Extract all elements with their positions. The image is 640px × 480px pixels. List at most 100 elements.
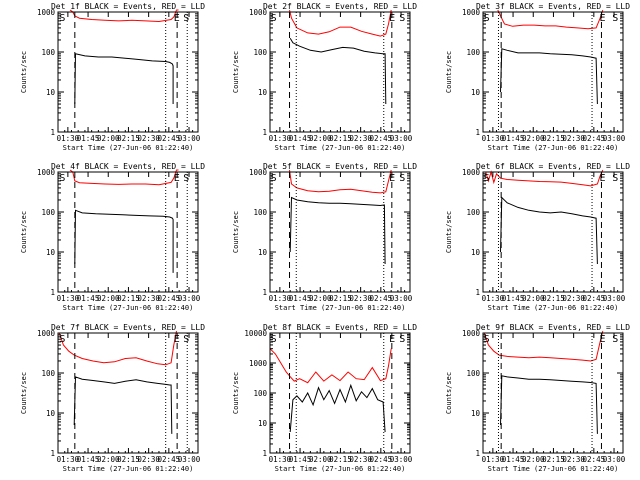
x-tick-label: 03:00 bbox=[178, 294, 201, 303]
start-marker-label: S bbox=[612, 13, 618, 24]
chart-title: Det 1f BLACK = Events, RED = LLD bbox=[51, 2, 205, 11]
y-tick-label: 100 bbox=[253, 208, 267, 217]
events-series-line bbox=[289, 38, 387, 105]
end-marker-label: E bbox=[599, 13, 605, 24]
events-series-line bbox=[74, 53, 174, 105]
y-tick-label: 1000 bbox=[37, 329, 56, 338]
x-tick-label: 02:30 bbox=[349, 294, 372, 303]
start-marker-label: S bbox=[271, 334, 277, 345]
x-axis-label: Start Time (27-Jun-06 01:22:40) bbox=[63, 465, 194, 473]
x-tick-label: 03:00 bbox=[178, 134, 201, 143]
x-tick-label: 02:45 bbox=[370, 294, 393, 303]
plot-frame bbox=[482, 171, 624, 293]
x-axis-label: Start Time (27-Jun-06 01:22:40) bbox=[488, 144, 619, 152]
x-tick-label: 01:45 bbox=[502, 455, 525, 464]
x-tick-label: 02:00 bbox=[97, 294, 120, 303]
lld-series-line bbox=[485, 169, 604, 187]
y-tick-label: 10 bbox=[46, 409, 56, 418]
x-tick-label: 02:00 bbox=[97, 134, 120, 143]
events-series-line bbox=[500, 375, 598, 434]
x-tick-label: 03:00 bbox=[390, 455, 413, 464]
x-tick-label: 02:15 bbox=[542, 455, 565, 464]
events-series-line bbox=[73, 376, 173, 434]
start-marker-label: S bbox=[612, 173, 618, 184]
chart-title: Det 4f BLACK = Events, RED = LLD bbox=[51, 162, 205, 171]
end-marker-label: E bbox=[389, 173, 395, 184]
x-tick-label: 02:45 bbox=[158, 134, 181, 143]
x-tick-label: 01:45 bbox=[289, 294, 312, 303]
start-marker-label: S bbox=[59, 334, 65, 345]
y-tick-label: 1 bbox=[475, 128, 480, 137]
y-tick-label: 10 bbox=[471, 248, 481, 257]
y-tick-label: 1 bbox=[262, 449, 267, 458]
chart-title: Det 7f BLACK = Events, RED = LLD bbox=[51, 323, 205, 332]
x-tick-label: 03:00 bbox=[390, 134, 413, 143]
x-axis-label: Start Time (27-Jun-06 01:22:40) bbox=[275, 304, 406, 312]
start-marker-label: S bbox=[271, 173, 277, 184]
events-series-line bbox=[500, 48, 598, 105]
x-tick-label: 01:45 bbox=[502, 134, 525, 143]
start-marker-label: S bbox=[399, 334, 405, 345]
y-tick-label: 10000 bbox=[244, 329, 267, 338]
end-marker-label: E bbox=[599, 173, 605, 184]
y-tick-label: 100 bbox=[41, 48, 55, 57]
x-tick-label: 01:30 bbox=[269, 134, 292, 143]
lld-series-line bbox=[269, 348, 392, 384]
plot-frame bbox=[269, 11, 411, 133]
y-tick-label: 1000 bbox=[37, 168, 56, 177]
x-tick-label: 02:45 bbox=[583, 134, 606, 143]
start-marker-label: S bbox=[271, 13, 277, 24]
y-tick-label: 1000 bbox=[249, 168, 268, 177]
chart-title: Det 3f BLACK = Events, RED = LLD bbox=[476, 2, 630, 11]
end-marker-label: E bbox=[174, 334, 180, 345]
x-tick-label: 01:45 bbox=[77, 294, 100, 303]
x-tick-label: 02:45 bbox=[158, 294, 181, 303]
y-axis-label: Counts/sec bbox=[445, 211, 453, 253]
events-series-line bbox=[74, 209, 174, 273]
x-tick-label: 02:00 bbox=[522, 455, 545, 464]
chart-title: Det 9f BLACK = Events, RED = LLD bbox=[476, 323, 630, 332]
events-series-line bbox=[289, 383, 386, 433]
y-tick-label: 10 bbox=[471, 88, 481, 97]
x-tick-label: 02:15 bbox=[542, 294, 565, 303]
y-tick-label: 10 bbox=[46, 88, 56, 97]
x-tick-label: 01:45 bbox=[289, 134, 312, 143]
y-axis-label: Counts/sec bbox=[232, 51, 240, 93]
lld-series-line bbox=[497, 9, 604, 30]
start-marker-label: S bbox=[484, 13, 490, 24]
y-tick-label: 10 bbox=[258, 88, 268, 97]
x-tick-label: 02:15 bbox=[329, 294, 352, 303]
x-tick-label: 02:30 bbox=[349, 134, 372, 143]
x-tick-label: 03:00 bbox=[603, 134, 626, 143]
start-marker-label: S bbox=[59, 13, 65, 24]
x-tick-label: 02:15 bbox=[329, 134, 352, 143]
y-axis-label: Counts/sec bbox=[232, 211, 240, 253]
x-tick-label: 01:30 bbox=[269, 294, 292, 303]
start-marker-label: S bbox=[484, 173, 490, 184]
plot-frame bbox=[482, 11, 624, 133]
x-axis-label: Start Time (27-Jun-06 01:22:40) bbox=[488, 304, 619, 312]
y-tick-label: 1 bbox=[262, 288, 267, 297]
y-tick-label: 1000 bbox=[462, 8, 481, 17]
x-tick-label: 01:30 bbox=[57, 455, 80, 464]
y-tick-label: 100 bbox=[466, 208, 480, 217]
lld-series-line bbox=[58, 330, 177, 366]
y-axis-label: Counts/sec bbox=[445, 372, 453, 414]
x-tick-label: 03:00 bbox=[178, 455, 201, 464]
lld-series-line bbox=[289, 9, 392, 37]
x-axis-label: Start Time (27-Jun-06 01:22:40) bbox=[63, 304, 194, 312]
y-tick-label: 100 bbox=[41, 208, 55, 217]
x-tick-label: 02:00 bbox=[309, 134, 332, 143]
x-tick-label: 02:00 bbox=[97, 455, 120, 464]
x-tick-label: 02:45 bbox=[158, 455, 181, 464]
x-tick-label: 02:00 bbox=[522, 134, 545, 143]
x-tick-label: 03:00 bbox=[603, 455, 626, 464]
y-tick-label: 1 bbox=[475, 449, 480, 458]
y-tick-label: 10 bbox=[258, 419, 268, 428]
x-tick-label: 01:45 bbox=[289, 455, 312, 464]
